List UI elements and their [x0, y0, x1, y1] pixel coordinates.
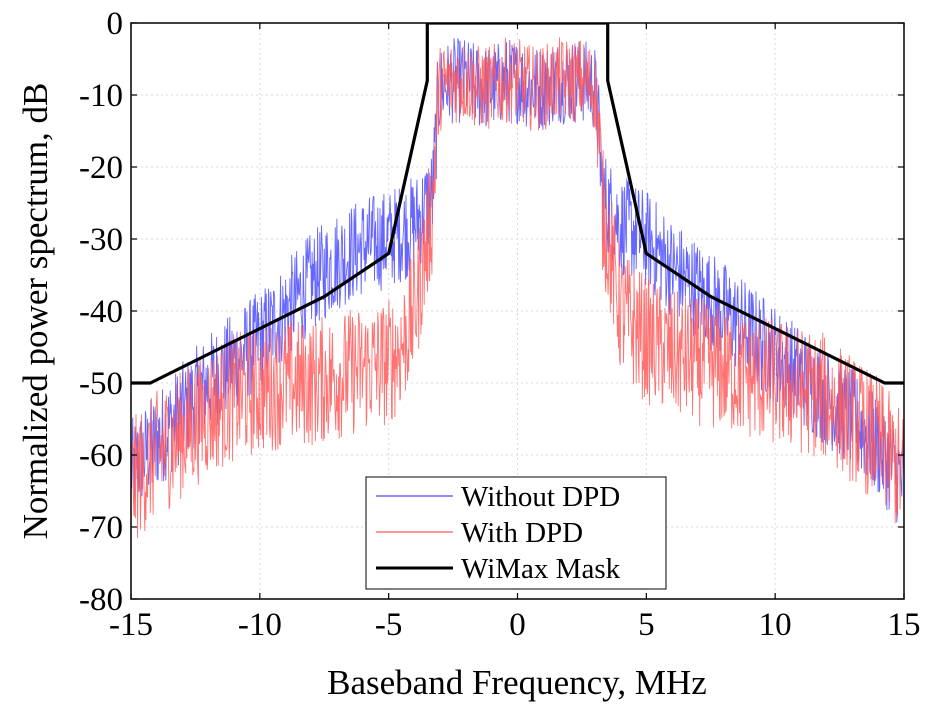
- y-tick-label: -80: [79, 582, 123, 618]
- y-tick-label: -70: [79, 510, 123, 546]
- x-tick-label: -5: [375, 607, 403, 643]
- y-tick-label: -20: [79, 150, 123, 186]
- legend-label-without-dpd: Without DPD: [461, 481, 620, 513]
- y-tick-label: -50: [79, 366, 123, 402]
- x-axis-title: Baseband Frequency, MHz: [327, 663, 707, 702]
- y-tick-label: -30: [79, 222, 123, 258]
- y-tick-label: -10: [79, 78, 123, 114]
- x-tick-label: -10: [238, 607, 282, 643]
- legend: Without DPD With DPD WiMax Mask: [365, 476, 667, 590]
- y-axis-title: Normalized power spectrum, dB: [16, 83, 55, 540]
- y-tick-label: 0: [107, 6, 124, 42]
- y-tick-label: -40: [79, 294, 123, 330]
- legend-label-wimax-mask: WiMax Mask: [461, 553, 621, 585]
- legend-label-with-dpd: With DPD: [461, 517, 583, 549]
- series-line-wimax-mask: [131, 23, 904, 385]
- x-tick-label: -15: [109, 607, 153, 643]
- y-tick-label: -60: [79, 438, 123, 474]
- series-line-with-dpd: [131, 37, 904, 539]
- x-tick-label: 5: [638, 607, 655, 643]
- x-tick-label: 0: [509, 607, 526, 643]
- x-tick-label: 10: [759, 607, 792, 643]
- tick-labels: -15 -10 -5 0 5 10 150-10-20-30-40-50-60-70-80: [79, 6, 921, 643]
- x-tick-label: 15: [888, 607, 921, 643]
- series-layer: [131, 23, 904, 539]
